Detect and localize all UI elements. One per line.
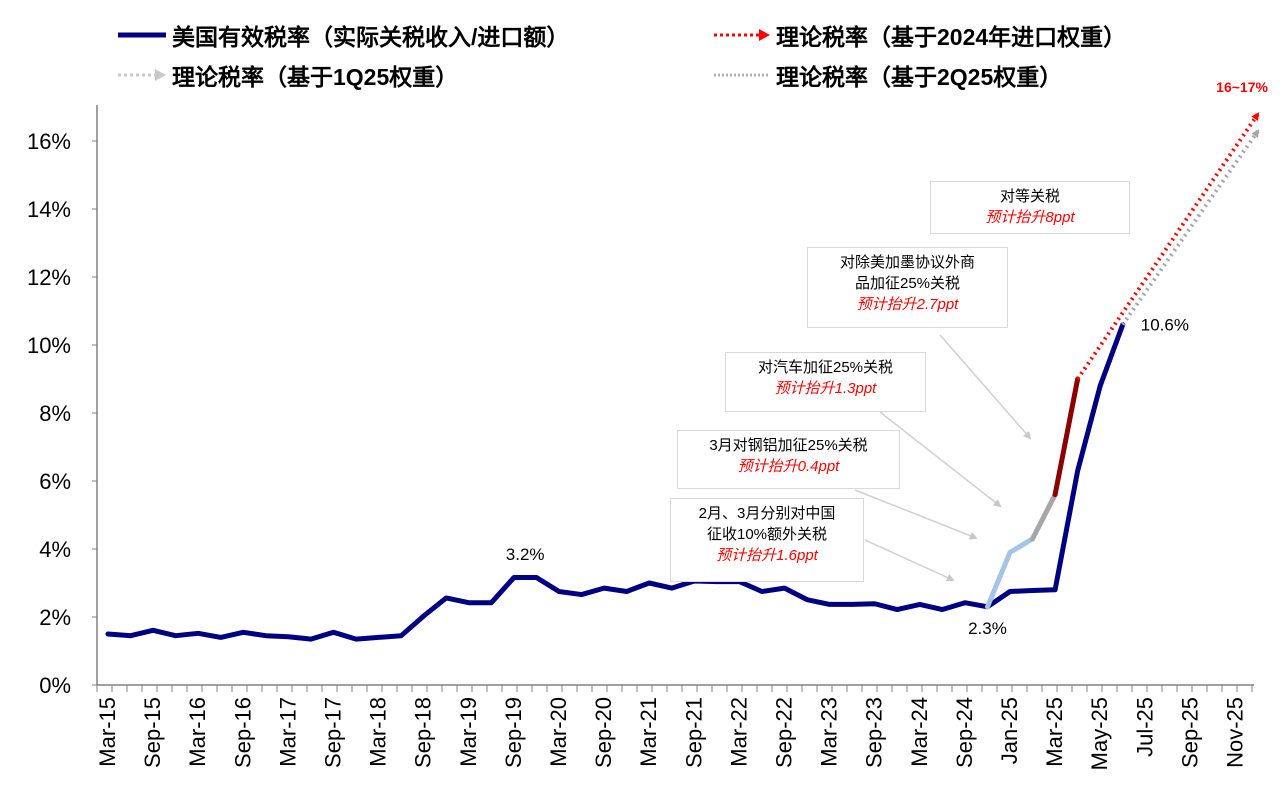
legend-gray-dotted-line-icon: [714, 73, 770, 77]
annotation-auto-tariff: 对汽车加征25%关税 预计抬升1.3ppt: [725, 352, 926, 412]
series-line-4: [1075, 112, 1260, 381]
y-tick-label: 14%: [27, 197, 71, 222]
annotation-text: 品加征25%关税: [854, 275, 961, 292]
annotation-arrow: [879, 411, 1002, 508]
x-tick-label: Sep-20: [591, 697, 616, 768]
annotation-text: 对汽车加征25%关税: [757, 359, 894, 376]
x-tick-label: Mar-24: [907, 697, 932, 767]
y-tick-label: 10%: [27, 333, 71, 358]
legend-red-dotted-arrow-icon: [714, 29, 770, 41]
x-tick-label: Sep-22: [772, 697, 797, 768]
x-tick-label: Sep-17: [321, 697, 346, 768]
x-tick-label: Sep-21: [681, 697, 706, 768]
x-tick-label: Sep-25: [1177, 697, 1202, 768]
legend-label: 美国有效税率（实际关税收入/进口额）: [172, 24, 570, 50]
annotation-steel-aluminum: 3月对钢铝加征25%关税 预计抬升0.4ppt: [677, 430, 900, 489]
annotation-arrow: [864, 539, 955, 582]
y-tick-label: 12%: [27, 265, 71, 290]
y-tick-label: 16%: [27, 129, 71, 154]
data-label: 16~17%: [1216, 79, 1268, 95]
x-tick-label: Jan-25: [997, 697, 1022, 764]
legend-item-1q25-weights: 理论税率（基于1Q25权重）: [118, 58, 458, 92]
annotation-arrow: [939, 334, 1032, 440]
legend-item-effective-rate: 美国有效税率（实际关税收入/进口额）: [118, 18, 569, 52]
x-tick-label: Mar-16: [185, 697, 210, 767]
x-tick-label: Mar-18: [366, 697, 391, 767]
annotation-impact: 预计抬升1.6ppt: [716, 547, 818, 564]
legend-label: 理论税率（基于2024年进口权重）: [776, 24, 1127, 50]
annotation-text: 征收10%额外关税: [706, 526, 828, 543]
x-tick-label: Mar-20: [546, 697, 571, 767]
y-tick-label: 6%: [39, 469, 71, 494]
x-tick-label: Jul-25: [1132, 697, 1157, 757]
x-tick-label: Mar-15: [95, 697, 120, 767]
legend-item-2024-weights: 理论税率（基于2024年进口权重）: [714, 18, 1126, 52]
annotation-text: 3月对钢铝加征25%关税: [709, 437, 868, 454]
legend-gray-dotted-arrow-icon: [118, 69, 166, 81]
legend-item-2q25-weights: 理论税率（基于2Q25权重）: [714, 58, 1062, 92]
annotation-text: 对等关税: [999, 188, 1060, 205]
x-tick-label: Mar-25: [1042, 697, 1067, 767]
x-tick-label: Mar-23: [817, 697, 842, 767]
annotation-arrow: [854, 489, 978, 540]
data-label: 2.3%: [968, 619, 1007, 638]
y-tick-label: 8%: [39, 401, 71, 426]
x-tick-label: Mar-21: [636, 697, 661, 767]
series-line-1: [984, 536, 1036, 610]
legend-label: 理论税率（基于2Q25权重）: [776, 64, 1063, 90]
y-tick-label: 2%: [39, 605, 71, 630]
annotation-impact: 预计抬升2.7ppt: [856, 296, 959, 313]
x-tick-label: Sep-15: [140, 697, 165, 768]
x-tick-label: Mar-22: [726, 697, 751, 767]
x-tick-label: Nov-25: [1223, 697, 1248, 768]
x-tick-label: Mar-19: [456, 697, 481, 767]
x-tick-label: Sep-24: [952, 697, 977, 768]
series-line-0: [105, 322, 1126, 642]
data-label: 10.6%: [1141, 316, 1189, 335]
annotation-china-tariff: 2月、3月分别对中国 征收10%额外关税 预计抬升1.6ppt: [670, 498, 864, 582]
annotation-reciprocal-tariff: 对等关税 预计抬升8ppt: [930, 181, 1130, 234]
annotation-impact: 预计抬升0.4ppt: [737, 458, 840, 475]
series-line-2: [1030, 492, 1058, 542]
legend-label: 理论税率（基于1Q25权重）: [172, 64, 459, 90]
x-tick-label: Sep-18: [411, 697, 436, 768]
annotation-text: 对除美加墨协议外商: [839, 254, 975, 271]
annotation-impact: 预计抬升8ppt: [985, 209, 1075, 226]
y-tick-label: 0%: [39, 673, 71, 698]
x-tick-label: Sep-19: [501, 697, 526, 768]
annotation-impact: 预计抬升1.3ppt: [774, 380, 877, 397]
x-tick-label: Mar-17: [275, 697, 300, 767]
series-line-3: [1052, 376, 1081, 498]
legend-solid-line-icon: [118, 32, 166, 38]
annotation-text: 2月、3月分别对中国: [698, 505, 836, 522]
series-line-5: [1121, 129, 1260, 326]
y-tick-label: 4%: [39, 537, 71, 562]
x-tick-label: Sep-23: [862, 697, 887, 768]
x-tick-label: Sep-16: [230, 697, 255, 768]
data-label: 3.2%: [506, 545, 545, 564]
x-tick-label: May-25: [1087, 697, 1112, 770]
annotation-non-usmca-goods: 对除美加墨协议外商 品加征25%关税 预计抬升2.7ppt: [807, 247, 1008, 328]
